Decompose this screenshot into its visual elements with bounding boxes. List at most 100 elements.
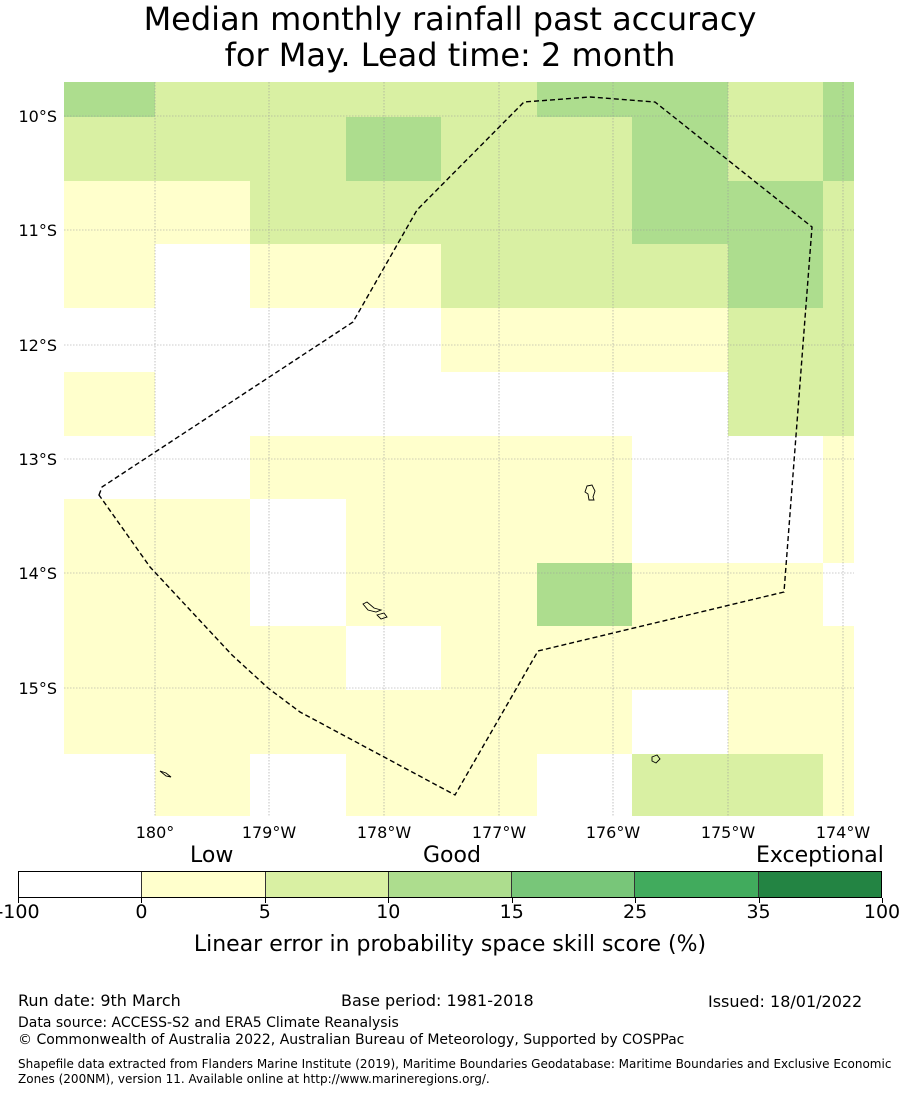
- grid-cell: [346, 82, 441, 117]
- grid-cell: [441, 754, 537, 816]
- grid-cell: [155, 372, 250, 436]
- grid-cell: [728, 499, 823, 563]
- grid-cell: [64, 117, 155, 181]
- grid-cell: [441, 436, 537, 499]
- grid-cell: [346, 308, 441, 372]
- issued-date: Issued: 18/01/2022: [708, 992, 863, 1011]
- grid-cell: [155, 82, 250, 117]
- longitude-label: 177°W: [472, 823, 527, 842]
- colorbar-tick-mark: [388, 898, 390, 903]
- colorbar-label-good: Good: [423, 843, 481, 868]
- grid-cell: [441, 181, 537, 244]
- colorbar-label-exceptional: Exceptional: [756, 843, 884, 868]
- grid-cell: [537, 181, 632, 244]
- grid-cell: [537, 690, 632, 754]
- grid-cell: [155, 690, 250, 754]
- colorbar-tick-label: 25: [623, 901, 648, 923]
- grid-cell: [346, 372, 441, 436]
- grid-cell: [250, 82, 346, 117]
- grid-cell: [537, 626, 632, 690]
- grid-cell: [64, 499, 155, 563]
- latitude-label: 12°S: [18, 336, 57, 355]
- grid-cell: [728, 308, 823, 372]
- colorbar-label-low: Low: [190, 843, 234, 868]
- latitude-label: 10°S: [18, 107, 57, 126]
- grid-cell: [632, 117, 728, 181]
- grid-cell: [155, 308, 250, 372]
- grid-cell: [728, 181, 823, 244]
- grid-cell: [64, 436, 155, 499]
- colorbar-segment: [758, 872, 881, 897]
- grid-cell: [537, 117, 632, 181]
- grid-cell: [537, 754, 632, 816]
- latitude-label: 15°S: [18, 679, 57, 698]
- shapefile-credit-line-2: Zones (200NM), version 11. Available onl…: [18, 1072, 490, 1086]
- grid-cell: [728, 754, 823, 816]
- grid-cell: [250, 690, 346, 754]
- grid-cell: [250, 754, 346, 816]
- colorbar-segment: [635, 872, 759, 897]
- grid-cell: [64, 690, 155, 754]
- grid-cell: [250, 244, 346, 308]
- grid-cell: [155, 626, 250, 690]
- colorbar: [18, 871, 882, 898]
- colorbar-segment: [265, 872, 389, 897]
- grid-cell: [632, 690, 728, 754]
- grid-cell: [64, 754, 155, 816]
- grid-cell: [346, 563, 441, 626]
- colorbar-tick-mark: [882, 898, 883, 903]
- grid-cell: [632, 754, 728, 816]
- colorbar-segment: [388, 872, 513, 897]
- grid-cell: [441, 308, 537, 372]
- grid-cell: [728, 626, 823, 690]
- colorbar-tick-mark: [635, 898, 637, 903]
- grid-cell: [64, 244, 155, 308]
- latitude-label: 13°S: [18, 450, 57, 469]
- chart-title-line-1: Median monthly rainfall past accuracy: [143, 0, 757, 38]
- grid-cell: [250, 436, 346, 499]
- grid-cell: [250, 372, 346, 436]
- grid-cell: [346, 117, 441, 181]
- base-period: Base period: 1981-2018: [341, 991, 534, 1010]
- grid-cell: [632, 626, 728, 690]
- shapefile-credit-line-1: Shapefile data extracted from Flanders M…: [18, 1057, 892, 1071]
- grid-cell: [64, 308, 155, 372]
- grid-cell: [346, 499, 441, 563]
- grid-cell: [823, 690, 854, 754]
- longitude-label: 179°W: [242, 823, 297, 842]
- island-tutuila: [584, 484, 596, 501]
- grid-cell: [823, 563, 854, 626]
- colorbar-tick-mark: [264, 898, 266, 903]
- colorbar-tick-label: 5: [258, 901, 271, 923]
- longitude-label: 174°W: [816, 823, 871, 842]
- grid-cell: [728, 117, 823, 181]
- data-source: Data source: ACCESS-S2 and ERA5 Climate …: [18, 1015, 399, 1031]
- grid-cell: [346, 436, 441, 499]
- grid-cell: [155, 563, 250, 626]
- grid-cell: [537, 499, 632, 563]
- grid-cell: [441, 626, 537, 690]
- grid-cell: [823, 626, 854, 690]
- grid-cell: [537, 372, 632, 436]
- grid-cell: [441, 82, 537, 117]
- grid-cell: [632, 563, 728, 626]
- grid-cell: [441, 117, 537, 181]
- grid-cell: [537, 308, 632, 372]
- island-savaii: [376, 612, 388, 620]
- copyright: © Commonwealth of Australia 2022, Austra…: [18, 1032, 685, 1048]
- grid-cell: [346, 626, 441, 690]
- island-upolu: [362, 601, 383, 613]
- grid-cell: [250, 499, 346, 563]
- colorbar-tick-mark: [141, 898, 143, 903]
- grid-cell: [64, 372, 155, 436]
- grid-cell: [250, 563, 346, 626]
- grid-cell: [250, 626, 346, 690]
- grid-cell: [64, 181, 155, 244]
- colorbar-tick-label: 0: [135, 901, 148, 923]
- grid-cell: [64, 82, 155, 117]
- grid-cell: [632, 308, 728, 372]
- grid-cell: [537, 244, 632, 308]
- grid-cell: [346, 181, 441, 244]
- longitude-label: 176°W: [586, 823, 641, 842]
- grid-cell: [823, 244, 854, 308]
